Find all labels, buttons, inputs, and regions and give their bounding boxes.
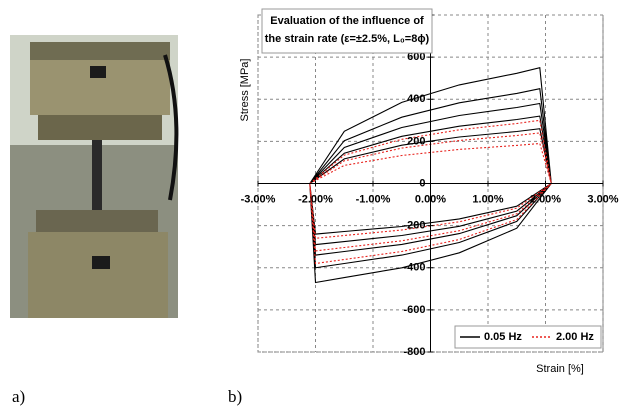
x-tick-label: 2.00% — [530, 193, 561, 205]
y-tick-label: 200 — [407, 135, 425, 147]
y-tick-label: 400 — [407, 93, 425, 105]
legend — [454, 325, 602, 349]
y-tick-label: 0 — [419, 177, 425, 189]
chart-title: the strain rate (ε=±2.5%, L₀=8ϕ) — [265, 33, 430, 45]
panel-label: a) — [12, 387, 25, 406]
y-tick-label: -600 — [403, 304, 425, 316]
chart-title: Evaluation of the influence of — [270, 15, 424, 27]
title-box — [261, 8, 433, 54]
y-tick-label: -400 — [403, 262, 425, 274]
y-axis-label: Stress [MPa] — [239, 59, 251, 122]
x-tick-label: -2.00% — [298, 193, 333, 205]
x-tick-label: 3.00% — [587, 193, 618, 205]
x-tick-label: 0.00% — [415, 193, 446, 205]
x-tick-label: -1.00% — [356, 193, 391, 205]
y-tick-label: -800 — [403, 346, 425, 358]
legend-label: 0.05 Hz — [484, 331, 522, 343]
y-tick-label: 600 — [407, 51, 425, 63]
x-axis-label: Strain [%] — [536, 363, 584, 375]
y-tick-label: -200 — [403, 220, 425, 232]
panel-label: b) — [228, 387, 242, 406]
x-tick-label: 1.00% — [472, 193, 503, 205]
x-tick-label: -3.00% — [241, 193, 276, 205]
legend-label: 2.00 Hz — [556, 331, 594, 343]
photo — [10, 35, 179, 318]
